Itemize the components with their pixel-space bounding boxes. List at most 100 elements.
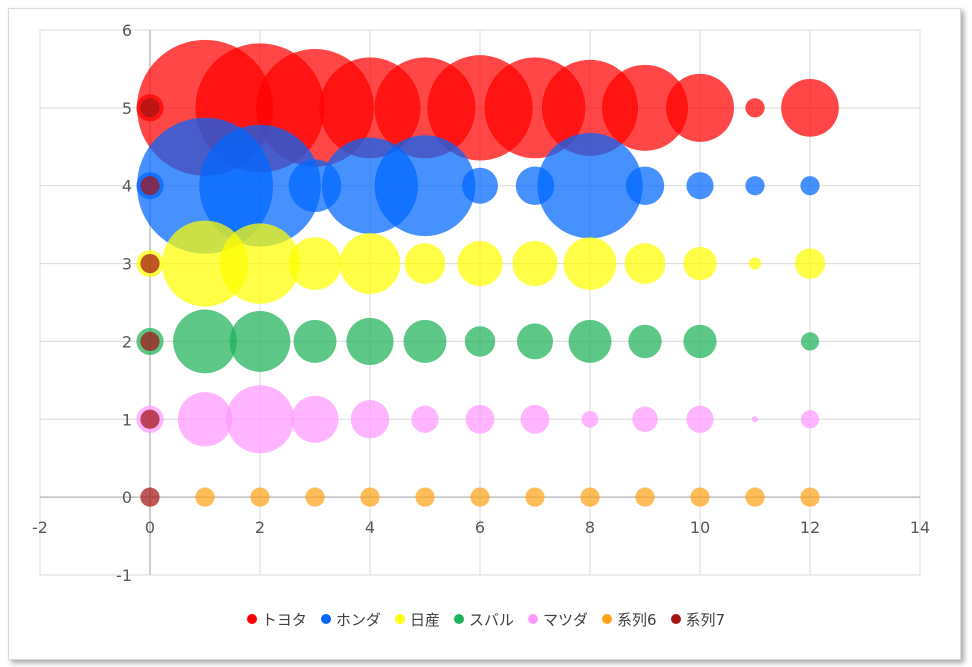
bubbles xyxy=(136,39,839,507)
bubble xyxy=(624,243,666,284)
y-tick-label: 1 xyxy=(122,410,132,429)
bubble xyxy=(177,392,233,447)
bubble xyxy=(794,248,826,279)
bubble xyxy=(683,246,717,281)
bubble xyxy=(800,332,820,351)
y-tick-label: 0 xyxy=(122,488,132,507)
bubble xyxy=(568,319,612,363)
y-tick-label: -1 xyxy=(116,566,132,585)
bubble xyxy=(512,241,558,287)
bubble xyxy=(517,323,553,360)
bubble xyxy=(173,309,237,374)
bubble xyxy=(601,64,689,151)
series-6 xyxy=(195,487,820,507)
bubble xyxy=(683,324,717,359)
bubble xyxy=(195,487,215,507)
legend-swatch xyxy=(453,614,464,624)
bubble xyxy=(800,410,820,429)
bubble xyxy=(404,243,446,284)
legend-label: 系列6 xyxy=(616,610,657,629)
legend-item: 日産 xyxy=(394,609,440,630)
x-tick-label: 0 xyxy=(145,518,155,537)
bubble xyxy=(411,405,439,433)
bubble xyxy=(525,487,545,507)
legend-label: マツダ xyxy=(542,610,588,629)
x-tick-label: 8 xyxy=(585,518,595,537)
bubble xyxy=(288,237,342,290)
bubble xyxy=(520,404,550,434)
bubble xyxy=(457,241,503,287)
bubble xyxy=(250,487,270,507)
legend-label: トヨタ xyxy=(261,610,307,629)
bubble xyxy=(350,400,390,439)
y-tick-label: 3 xyxy=(122,255,132,274)
bubble xyxy=(140,98,160,118)
y-tick-label: 4 xyxy=(122,177,132,196)
bubble xyxy=(140,253,160,274)
legend-item: ホンダ xyxy=(320,609,381,630)
legend-swatch xyxy=(527,614,538,624)
bubble xyxy=(464,326,496,357)
series-4 xyxy=(136,309,820,374)
bubble xyxy=(748,257,762,270)
bubble xyxy=(291,395,339,443)
y-tick-label: 5 xyxy=(122,99,132,118)
legend-item: スバル xyxy=(453,609,514,630)
bubble xyxy=(140,409,160,429)
x-tick-label: 6 xyxy=(475,518,485,537)
gridlines xyxy=(39,29,921,576)
legend-label: スバル xyxy=(468,610,514,629)
legend-swatch xyxy=(320,614,331,624)
bubble xyxy=(628,324,662,359)
legend-item: トヨタ xyxy=(246,609,307,630)
bubble xyxy=(563,237,617,290)
bubble xyxy=(632,406,658,433)
bubble xyxy=(374,135,476,237)
bubble xyxy=(625,166,665,205)
bubble xyxy=(537,133,643,239)
bubble xyxy=(462,167,498,204)
bubble xyxy=(686,405,714,433)
series-2 xyxy=(136,117,820,254)
bubble xyxy=(229,311,291,372)
bubble xyxy=(140,487,160,507)
y-tick-label: 6 xyxy=(122,21,132,40)
bubble xyxy=(690,487,710,507)
series-3 xyxy=(136,220,826,307)
legend-swatch xyxy=(601,614,612,624)
bubble xyxy=(226,385,294,454)
bubble xyxy=(219,223,301,304)
bubble xyxy=(745,487,765,507)
bubble xyxy=(360,487,380,507)
series-7 xyxy=(140,98,160,507)
x-tick-label: 12 xyxy=(800,518,820,537)
bubble xyxy=(666,73,734,142)
bubble xyxy=(581,410,599,428)
bubble xyxy=(800,487,820,507)
legend-item: 系列7 xyxy=(670,609,726,630)
legend-label: 系列7 xyxy=(685,610,726,629)
x-tick-label: 4 xyxy=(365,518,375,537)
bubble xyxy=(140,331,160,352)
legend-item: 系列6 xyxy=(601,609,657,630)
legend-swatch xyxy=(246,614,257,624)
legend-label: 日産 xyxy=(409,610,440,629)
bubble xyxy=(403,319,447,363)
bubble xyxy=(745,176,765,196)
x-tick-label: 2 xyxy=(255,518,265,537)
bubble xyxy=(470,487,490,507)
series-5 xyxy=(136,385,820,454)
bubble xyxy=(339,233,401,294)
bubble xyxy=(415,487,435,507)
x-tick-label: 10 xyxy=(690,518,710,537)
x-tick-label: -2 xyxy=(32,518,48,537)
bubble xyxy=(635,487,655,507)
bubble xyxy=(745,98,765,118)
bubble xyxy=(580,487,600,507)
legend-swatch xyxy=(394,614,405,624)
legend-swatch xyxy=(670,614,681,624)
legend-label: ホンダ xyxy=(335,610,381,629)
bubble xyxy=(346,317,394,365)
